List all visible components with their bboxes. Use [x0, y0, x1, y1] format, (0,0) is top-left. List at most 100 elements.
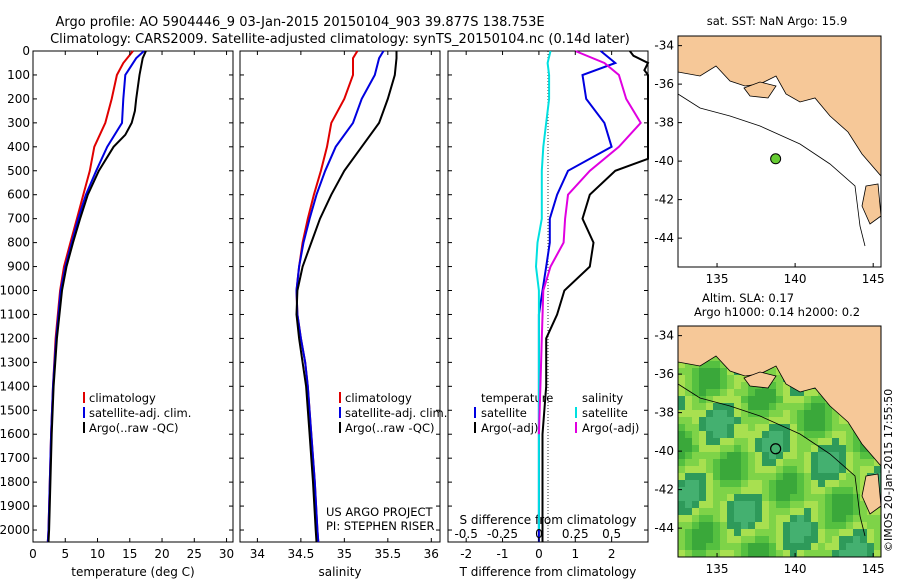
sla-cell — [811, 466, 818, 473]
sla-cell — [734, 438, 741, 445]
sla-cell — [797, 522, 804, 529]
sla-cell — [727, 466, 734, 473]
sla-cell — [846, 536, 853, 543]
argo-float-marker — [770, 153, 782, 165]
sla-cell — [790, 480, 797, 487]
sla-cell — [706, 368, 713, 375]
island — [743, 371, 777, 389]
sla-cell — [783, 389, 790, 396]
temperature-panel: temperature (deg C) climatology satellit… — [0, 44, 234, 579]
difference-top-xlabel: S difference from climatology — [460, 513, 637, 527]
sla-cell — [720, 487, 727, 494]
sla-cell — [727, 487, 734, 494]
sla-cell — [776, 459, 783, 466]
sla-cell — [811, 536, 818, 543]
sla-cell — [692, 417, 699, 424]
sla-cell — [713, 543, 720, 550]
sla-cell — [846, 529, 853, 536]
sla-cell — [804, 480, 811, 487]
y-tick-label: 0 — [22, 44, 30, 58]
sla-cell — [797, 417, 804, 424]
sla-cell — [762, 424, 769, 431]
map-x-tick-label: 145 — [862, 562, 885, 576]
sla-cell — [818, 417, 825, 424]
sla-cell — [853, 473, 860, 480]
sla-cell — [853, 459, 860, 466]
sla-cell — [699, 431, 706, 438]
sla-cell — [839, 431, 846, 438]
sla-cell — [755, 459, 762, 466]
sla-cell — [685, 452, 692, 459]
sla-cell — [755, 466, 762, 473]
figure-title-line1: Argo profile: AO 5904446_9 03-Jan-2015 2… — [55, 15, 544, 30]
sla-cell — [776, 396, 783, 403]
sla-cell — [706, 508, 713, 515]
sla-cell — [860, 501, 867, 508]
sla-cell — [818, 403, 825, 410]
map-y-tick-label: -40 — [654, 154, 674, 168]
sla-cell — [769, 536, 776, 543]
sla-cell — [720, 550, 727, 557]
sla-cell — [832, 494, 839, 501]
y-tick-label: 1100 — [0, 307, 30, 321]
sla-cell — [853, 543, 860, 550]
sla-cell — [734, 389, 741, 396]
sla-cell — [811, 494, 818, 501]
sla-cell — [699, 487, 706, 494]
sla-cell — [706, 522, 713, 529]
sla-cell — [720, 459, 727, 466]
sla-cell — [678, 361, 685, 368]
sla-cell — [769, 403, 776, 410]
sla-cell — [762, 494, 769, 501]
temperature-xlabel: temperature (deg C) — [71, 565, 194, 579]
salinity-legend: climatology satellite-adj. clim. Argo(..… — [339, 391, 447, 435]
sla-cell — [825, 543, 832, 550]
sla-cell — [678, 389, 685, 396]
tasmania-land — [861, 473, 882, 515]
sla-cell — [825, 424, 832, 431]
sla-cell — [706, 431, 713, 438]
island — [743, 81, 777, 99]
sla-cell — [811, 550, 818, 557]
sla-cell — [727, 508, 734, 515]
sla-cell — [706, 466, 713, 473]
x-tick-label: 2 — [608, 547, 616, 561]
sla-cell — [832, 508, 839, 515]
sla-cell — [685, 459, 692, 466]
sla-cell — [727, 501, 734, 508]
sla-cell — [741, 515, 748, 522]
sla-cell — [867, 515, 874, 522]
sla-cell — [699, 424, 706, 431]
x-tick-label: 1 — [571, 547, 579, 561]
sla-cell — [692, 522, 699, 529]
sla-cell — [748, 536, 755, 543]
sla-cell — [748, 550, 755, 557]
sla-cell — [832, 417, 839, 424]
sla-cell — [748, 466, 755, 473]
sla-cell — [846, 501, 853, 508]
sla-cell — [790, 424, 797, 431]
sla-cell — [741, 438, 748, 445]
sla-cell — [755, 494, 762, 501]
sla-cell — [874, 543, 881, 550]
sla-cell — [685, 487, 692, 494]
x-tick-label: 15 — [122, 547, 137, 561]
sla-cell — [720, 375, 727, 382]
sla-cell — [741, 508, 748, 515]
x-tick-label: 0 — [535, 547, 543, 561]
sla-cell — [769, 487, 776, 494]
sla-cell — [727, 431, 734, 438]
sla-cell — [762, 431, 769, 438]
sla-cell — [727, 424, 734, 431]
sla-cell — [769, 480, 776, 487]
map-y-tick-label: -38 — [654, 116, 674, 130]
sla-cell — [825, 403, 832, 410]
sla-cell — [678, 459, 685, 466]
sla-cell — [699, 459, 706, 466]
sla-cell — [762, 417, 769, 424]
sla-cell — [755, 403, 762, 410]
sla-cell — [741, 452, 748, 459]
sla-cell — [769, 515, 776, 522]
sla-cell — [692, 410, 699, 417]
